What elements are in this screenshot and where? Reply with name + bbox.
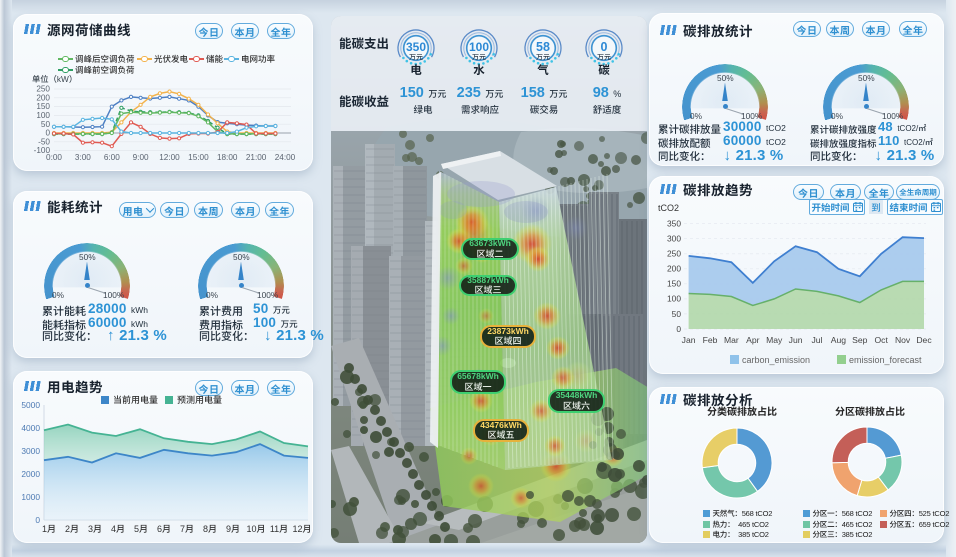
svg-text:万元: 万元 bbox=[597, 53, 611, 63]
svg-text:100: 100 bbox=[36, 111, 50, 120]
svg-text:Apr: Apr bbox=[746, 335, 760, 345]
svg-text:50: 50 bbox=[672, 309, 682, 319]
svg-text:12:00: 12:00 bbox=[159, 153, 180, 162]
svg-text:Jul: Jul bbox=[812, 335, 823, 345]
svg-text:2月: 2月 bbox=[65, 524, 79, 534]
svg-text:300: 300 bbox=[667, 234, 681, 244]
svg-text:7月: 7月 bbox=[180, 524, 194, 534]
svg-text:9月: 9月 bbox=[226, 524, 240, 534]
svg-text:4月: 4月 bbox=[111, 524, 125, 534]
svg-text:0: 0 bbox=[35, 515, 40, 525]
svg-text:200: 200 bbox=[36, 93, 50, 102]
svg-text:250: 250 bbox=[667, 249, 681, 259]
svg-text:Feb: Feb bbox=[703, 335, 718, 345]
svg-text:100: 100 bbox=[469, 40, 489, 54]
svg-text:11月: 11月 bbox=[270, 524, 288, 534]
svg-text:10月: 10月 bbox=[246, 524, 265, 534]
svg-text:150: 150 bbox=[667, 279, 681, 289]
svg-text:Mar: Mar bbox=[724, 335, 739, 345]
svg-text:3:00: 3:00 bbox=[75, 153, 91, 162]
svg-text:100: 100 bbox=[667, 294, 681, 304]
svg-text:5月: 5月 bbox=[134, 524, 148, 534]
svg-text:3月: 3月 bbox=[88, 524, 102, 534]
svg-text:Oct: Oct bbox=[875, 335, 889, 345]
svg-text:万元: 万元 bbox=[472, 53, 486, 63]
svg-text:9:00: 9:00 bbox=[133, 153, 149, 162]
svg-text:6:00: 6:00 bbox=[104, 153, 120, 162]
svg-text:Jan: Jan bbox=[682, 335, 696, 345]
svg-text:2000: 2000 bbox=[21, 469, 40, 479]
svg-text:Aug: Aug bbox=[831, 335, 847, 345]
svg-text:4000: 4000 bbox=[21, 423, 40, 433]
svg-text:350: 350 bbox=[406, 40, 426, 54]
svg-text:200: 200 bbox=[667, 264, 681, 274]
svg-text:0: 0 bbox=[45, 129, 50, 138]
svg-text:Sep: Sep bbox=[852, 335, 868, 345]
svg-text:-50: -50 bbox=[38, 137, 50, 146]
svg-text:carbon_emission: carbon_emission bbox=[742, 355, 810, 365]
svg-text:3000: 3000 bbox=[21, 446, 40, 456]
svg-text:May: May bbox=[766, 335, 783, 345]
svg-text:0: 0 bbox=[676, 324, 681, 334]
svg-text:8月: 8月 bbox=[203, 524, 217, 534]
svg-text:250: 250 bbox=[36, 85, 50, 94]
svg-text:5000: 5000 bbox=[21, 400, 40, 410]
svg-text:350: 350 bbox=[667, 219, 681, 229]
svg-text:58: 58 bbox=[536, 40, 550, 54]
svg-text:万元: 万元 bbox=[409, 53, 423, 63]
svg-text:24:00: 24:00 bbox=[275, 153, 296, 162]
svg-text:Nov: Nov bbox=[895, 335, 911, 345]
svg-text:万元: 万元 bbox=[536, 53, 550, 63]
svg-text:1月: 1月 bbox=[42, 524, 56, 534]
svg-text:50: 50 bbox=[41, 120, 51, 129]
svg-text:12月: 12月 bbox=[292, 524, 311, 534]
svg-text:150: 150 bbox=[36, 102, 50, 111]
svg-text:-100: -100 bbox=[34, 146, 51, 155]
svg-text:emission_forecast: emission_forecast bbox=[849, 355, 922, 365]
svg-text:6月: 6月 bbox=[157, 524, 171, 534]
svg-text:Jun: Jun bbox=[789, 335, 803, 345]
svg-text:21:00: 21:00 bbox=[246, 153, 267, 162]
svg-text:0:00: 0:00 bbox=[46, 153, 62, 162]
svg-text:1000: 1000 bbox=[21, 492, 40, 502]
svg-text:18:00: 18:00 bbox=[217, 153, 238, 162]
svg-text:0: 0 bbox=[601, 40, 608, 54]
svg-text:15:00: 15:00 bbox=[188, 153, 209, 162]
svg-text:Dec: Dec bbox=[916, 335, 932, 345]
